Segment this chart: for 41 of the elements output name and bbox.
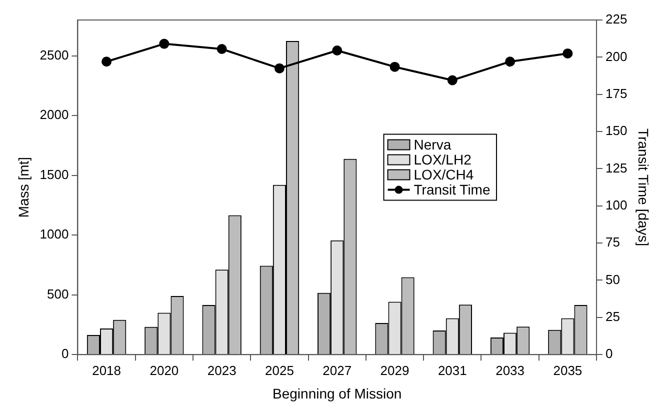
y-tick-label: 0: [61, 346, 69, 362]
y2-tick-label: 175: [606, 86, 628, 101]
point: [562, 48, 573, 58]
point: [159, 38, 170, 49]
y2-tick-label: 0: [606, 346, 613, 362]
y2-tick-label: 150: [606, 123, 628, 138]
legend-label: Transit Time: [414, 182, 490, 198]
x-tick-label: 2027: [322, 362, 352, 378]
y2-tick-label: 100: [606, 197, 628, 212]
x-tick-label: 2031: [438, 362, 467, 378]
legend-label: Nerva: [414, 136, 452, 153]
point: [332, 45, 342, 56]
x-tick-label: 2035: [553, 362, 582, 378]
y-tick-label: 1500: [40, 166, 69, 182]
y2-axis-title: Transit Time [days]: [636, 128, 652, 246]
y-axis-title: Mass [mt]: [15, 156, 32, 218]
x-tick-label: 2025: [265, 362, 294, 378]
x-tick-label: 2029: [380, 362, 410, 378]
y2-tick-label: 75: [606, 234, 620, 250]
legend-label: LOX/LH2: [414, 152, 472, 168]
x-tick-label: 2020: [150, 362, 179, 378]
point: [505, 56, 516, 67]
point: [102, 56, 112, 67]
point: [216, 44, 227, 54]
y2-tick-label: 200: [606, 48, 628, 64]
y-tick-label: 2500: [40, 47, 69, 62]
x-axis-title: Beginning of Mission: [272, 385, 402, 402]
y-tick-label: 2000: [40, 107, 69, 122]
y-tick-label: 1000: [40, 226, 69, 242]
y2-tick-label: 25: [606, 309, 620, 324]
y-tick-label: 500: [47, 286, 69, 302]
x-tick-label: 2033: [496, 362, 525, 378]
point: [274, 63, 284, 74]
y2-tick-label: 50: [606, 272, 620, 287]
y2-tick-label: 225: [606, 12, 628, 27]
point: [447, 75, 458, 86]
point: [390, 62, 400, 72]
x-tick-label: 2018: [92, 362, 122, 378]
y2-tick-label: 125: [606, 160, 628, 176]
legend-label: LOX/CH4: [414, 166, 474, 183]
x-tick-label: 2023: [207, 362, 236, 378]
